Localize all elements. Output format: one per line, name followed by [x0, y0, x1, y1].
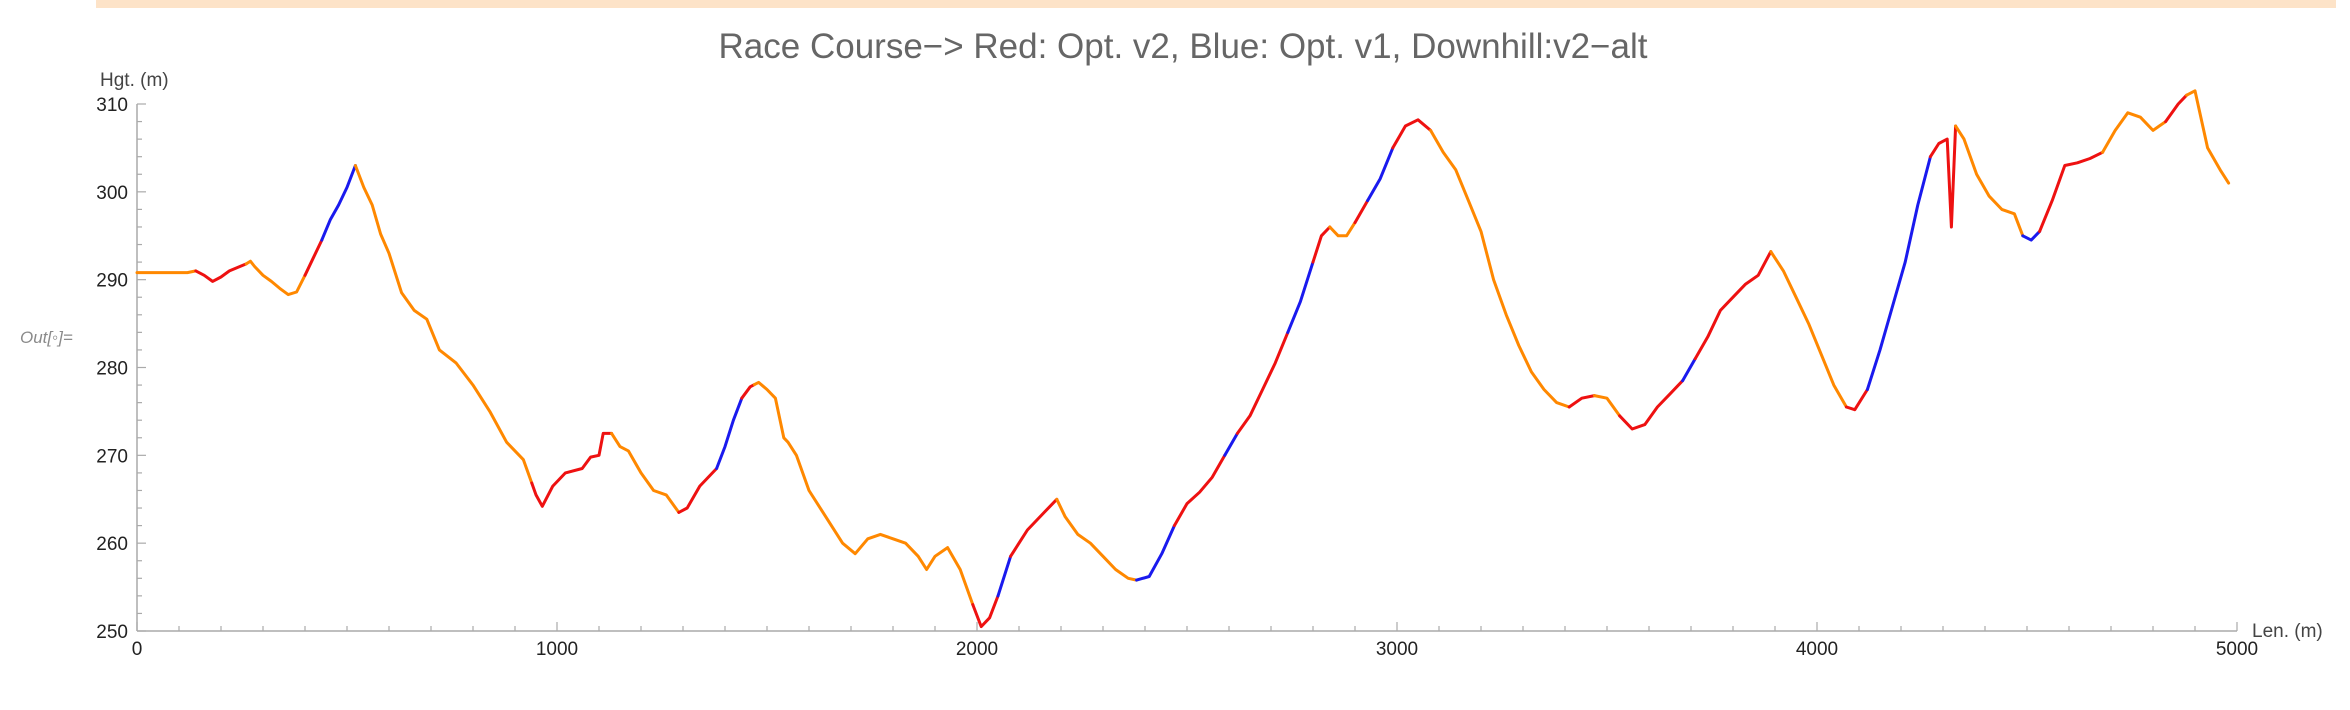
opt-v2-segment: [971, 594, 1000, 629]
opt-v2-segment: [1235, 330, 1290, 435]
x-tick-label: 1000: [536, 639, 578, 660]
downhill-v2-alt-segment: [135, 269, 198, 275]
x-tick-label: 5000: [2216, 639, 2258, 660]
opt-v2-segment: [1009, 497, 1059, 558]
opt-v1-segment: [2021, 229, 2042, 242]
downhill-v2-alt-segment: [353, 164, 534, 485]
opt-v2-segment: [2038, 150, 2105, 233]
axis-ticks: 0 1000 2000 3000 4000 5000 250 260 270 280 290 300 3…: [96, 95, 2258, 660]
opt-v2-segment: [2164, 93, 2189, 124]
output-cell-label: Out[◦]=: [20, 328, 73, 347]
profile-lines: [135, 89, 2231, 629]
downhill-v2-alt-segment: [2101, 111, 2168, 154]
downhill-v2-alt-segment: [2185, 89, 2231, 185]
downhill-v2-alt-segment: [1328, 221, 1357, 238]
y-axis-label: Hgt. (m): [100, 70, 169, 91]
opt-v1-segment: [1286, 260, 1315, 334]
opt-v2-segment: [1928, 124, 1958, 229]
opt-v1-segment: [1223, 431, 1239, 457]
downhill-v2-alt-segment: [610, 431, 681, 514]
downhill-v2-alt-segment: [1429, 128, 1571, 409]
x-axis-label: Len. (m): [2252, 621, 2323, 642]
x-tick-label: 2000: [956, 639, 998, 660]
y-tick-label: 310: [96, 95, 128, 116]
opt-v1-segment: [1865, 155, 1932, 391]
opt-v2-segment: [530, 431, 614, 508]
opt-v2-segment: [1844, 388, 1869, 412]
y-tick-label: 260: [96, 534, 128, 555]
downhill-v2-alt-segment: [1954, 124, 2025, 238]
downhill-v2-alt-segment: [1592, 394, 1622, 418]
x-tick-label: 3000: [1376, 639, 1418, 660]
opt-v2-segment: [1567, 394, 1596, 409]
opt-v2-segment: [1172, 453, 1227, 528]
opt-v2-segment: [1311, 225, 1332, 264]
opt-v1-segment: [1366, 146, 1395, 203]
y-tick-label: 290: [96, 271, 128, 292]
y-tick-label: 280: [96, 359, 128, 380]
opt-v1-segment: [1681, 357, 1697, 383]
downhill-v2-alt-segment: [244, 259, 307, 297]
cell-top-bar: [96, 0, 2336, 8]
y-tick-label: 270: [96, 446, 128, 467]
opt-v1-segment: [996, 554, 1013, 598]
y-tick-label: 300: [96, 183, 128, 204]
opt-v2-segment: [1353, 199, 1370, 225]
opt-v1-segment: [320, 164, 357, 242]
downhill-v2-alt-segment: [1769, 250, 1848, 409]
y-tick-label: 250: [96, 622, 128, 643]
opt-v2-segment: [303, 238, 324, 277]
opt-v1-segment: [715, 396, 744, 470]
opt-v2-segment: [677, 467, 719, 514]
opt-v2-segment: [194, 262, 248, 283]
opt-v2-segment: [1618, 379, 1685, 431]
opt-v1-segment: [1135, 524, 1176, 582]
x-tick-label: 0: [132, 639, 143, 660]
downhill-v2-alt-segment: [1055, 497, 1139, 582]
opt-v2-segment: [1391, 118, 1433, 150]
downhill-v2-alt-segment: [752, 380, 975, 607]
chart-title: Race Course−> Red: Opt. v2, Blue: Opt. v…: [719, 27, 1648, 66]
x-tick-label: 4000: [1796, 639, 1838, 660]
opt-v2-segment: [1693, 250, 1773, 361]
opt-v2-segment: [740, 383, 756, 400]
